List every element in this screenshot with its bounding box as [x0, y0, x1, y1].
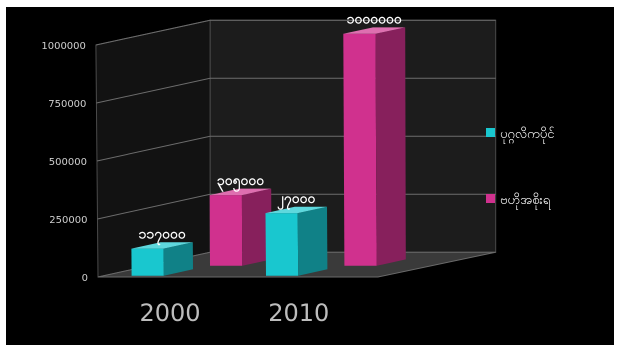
bar-side — [297, 206, 328, 276]
bar-side — [375, 27, 406, 266]
data-label: ၁၁၇၀၀၀ — [138, 226, 186, 245]
y-tick-label: 1000000 — [41, 41, 86, 52]
bar-side — [241, 188, 272, 266]
data-label: ၂၇၀၀၀ — [277, 191, 317, 210]
legend-label: ဗဟိုအစိုးရ — [500, 192, 551, 210]
legend-swatch — [486, 128, 495, 137]
bar-front — [131, 248, 164, 276]
legend-swatch — [486, 194, 495, 203]
category-label: 2010 — [268, 299, 329, 327]
bar-top — [265, 206, 327, 214]
bar-front — [265, 213, 299, 276]
y-tick-label: 750000 — [48, 99, 86, 110]
bar — [265, 206, 328, 276]
bar — [343, 27, 406, 266]
bar-side — [163, 242, 193, 276]
y-tick-label: 0 — [82, 273, 88, 284]
bar-front — [209, 195, 243, 266]
bar — [131, 242, 193, 276]
bar-top — [131, 242, 193, 249]
category-label: 2000 — [139, 299, 200, 327]
chart-frame: 0 250000 500000 750000 1000000 ၃၀၅၀၀၀၁၁၇၀၀၀ ၁… — [6, 7, 614, 345]
data-label: ၁၀၀၀၀၀၀ — [347, 12, 403, 28]
bar-top — [209, 188, 272, 196]
bar-front — [343, 33, 377, 266]
y-tick-label: 250000 — [49, 215, 87, 226]
bar-top — [343, 27, 406, 34]
data-label: ၃၀၅၀၀၀ — [217, 173, 265, 192]
bar — [209, 188, 272, 266]
legend-label: ပုဂ္ဂလိကပိုင် — [500, 126, 555, 144]
gridline — [95, 19, 496, 46]
y-tick-label: 500000 — [49, 157, 87, 168]
